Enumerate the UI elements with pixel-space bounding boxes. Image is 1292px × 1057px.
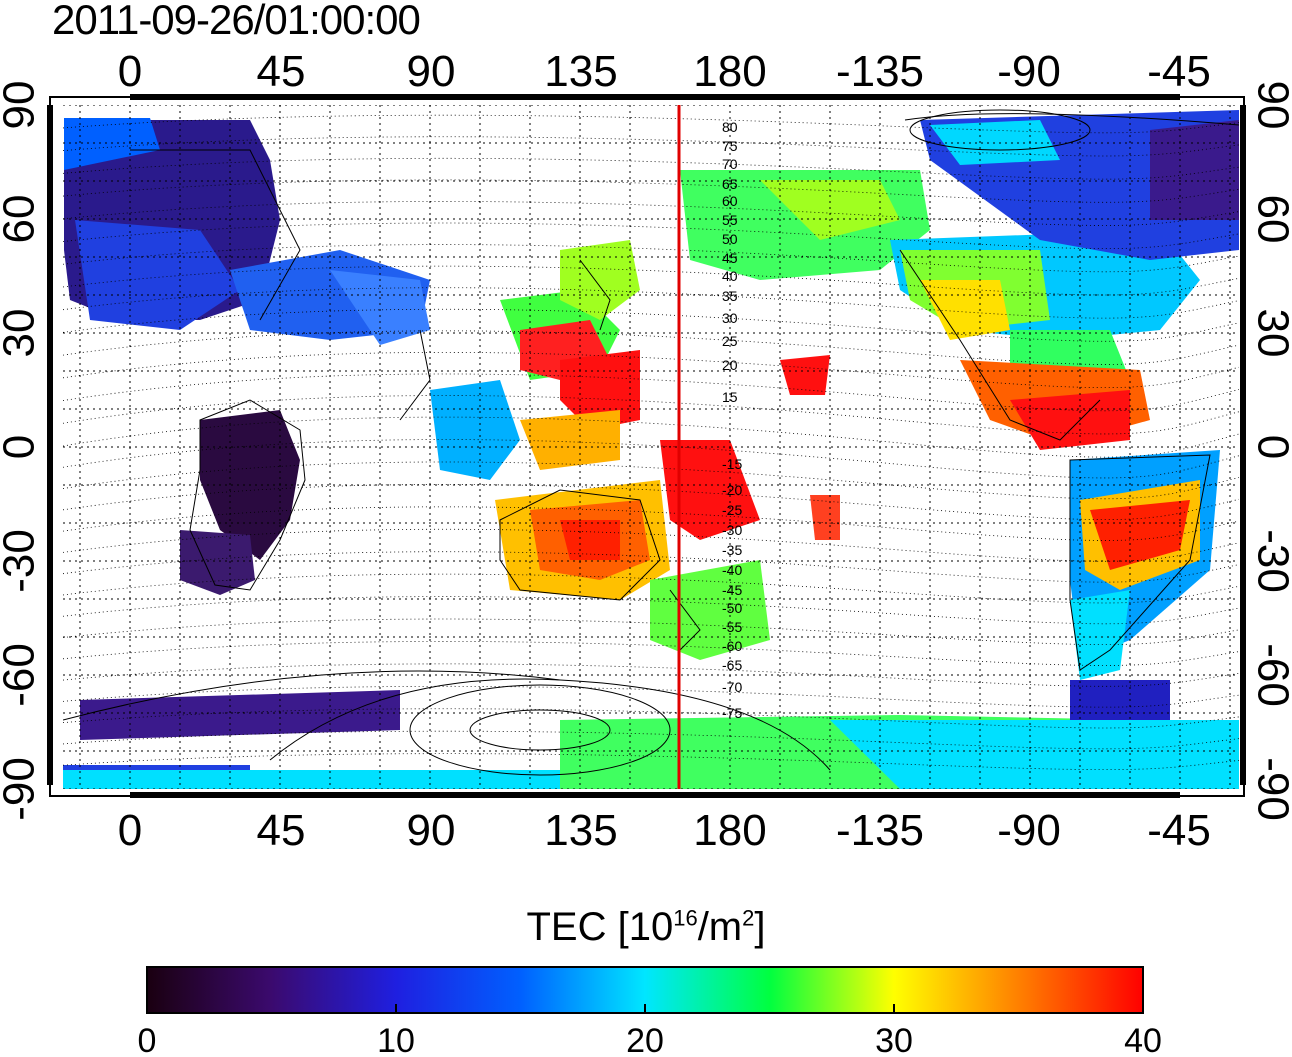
left-tick-label: -60 bbox=[0, 643, 44, 707]
right-tick-label: 90 bbox=[1248, 81, 1292, 130]
left-tick-label: 30 bbox=[0, 309, 44, 358]
bottom-tick-label: 45 bbox=[257, 806, 306, 855]
bottom-tick-label: 135 bbox=[544, 806, 617, 855]
colorbar-tick-label: 30 bbox=[875, 1022, 913, 1057]
contour-label: 55 bbox=[722, 212, 738, 228]
right-tick-bar bbox=[1240, 105, 1246, 785]
colorbar-tick-label: 40 bbox=[1124, 1022, 1162, 1057]
top-longitude-labels: 0 45 90 135 180 -135 -90 -45 bbox=[118, 47, 1211, 96]
contour-label: -60 bbox=[722, 638, 742, 654]
graticule bbox=[63, 105, 1239, 789]
tec-data-layer bbox=[63, 110, 1239, 789]
bottom-tick-label: -90 bbox=[997, 806, 1061, 855]
colorbar-title-exp: 16 bbox=[673, 905, 698, 931]
bottom-tick-label: 180 bbox=[693, 806, 766, 855]
contour-label: -45 bbox=[722, 582, 742, 598]
top-tick-label: 45 bbox=[257, 47, 306, 96]
contour-label: 70 bbox=[722, 156, 738, 172]
contour-label: 20 bbox=[722, 357, 738, 373]
magnetic-latitude-contours bbox=[63, 114, 1239, 771]
colorbar-title-unit: /m bbox=[697, 905, 743, 949]
contour-label: -50 bbox=[722, 600, 742, 616]
left-tick-label: -90 bbox=[0, 757, 44, 821]
top-tick-label: 0 bbox=[118, 47, 142, 96]
contour-label: 50 bbox=[722, 231, 738, 247]
colorbar-title-main: TEC [10 bbox=[526, 905, 674, 949]
bottom-tick-label: -45 bbox=[1147, 806, 1211, 855]
right-tick-label: 0 bbox=[1248, 435, 1292, 459]
contour-label: -70 bbox=[722, 679, 742, 695]
contour-label: 15 bbox=[722, 389, 738, 405]
left-latitude-labels: 90 60 30 0 -30 -60 -90 bbox=[0, 81, 44, 821]
colorbar-title-unit-exp: 2 bbox=[742, 905, 755, 931]
colorbar-gradient bbox=[146, 966, 1144, 1014]
bottom-tick-label: -135 bbox=[836, 806, 924, 855]
bottom-tick-label: 90 bbox=[407, 806, 456, 855]
left-tick-bar bbox=[47, 105, 53, 785]
tec-world-map: 8075706560555045403530252015-15-20-25-30… bbox=[0, 47, 1292, 855]
contour-label: -40 bbox=[722, 562, 742, 578]
contour-label: -20 bbox=[722, 482, 742, 498]
bottom-tick-bar bbox=[130, 792, 1180, 798]
bottom-tick-label: 0 bbox=[118, 806, 142, 855]
right-tick-label: 30 bbox=[1248, 309, 1292, 358]
left-tick-label: 90 bbox=[0, 81, 44, 130]
contour-label: -30 bbox=[722, 522, 742, 538]
top-tick-label: 135 bbox=[544, 47, 617, 96]
colorbar-tick-label: 0 bbox=[138, 1022, 157, 1057]
top-tick-bar bbox=[130, 94, 1180, 100]
contour-label: 45 bbox=[722, 250, 738, 266]
contour-label: -65 bbox=[722, 657, 742, 673]
contour-label: -25 bbox=[722, 502, 742, 518]
colorbar-ticks: 0 10 20 30 40 bbox=[138, 1004, 1162, 1057]
contour-label: 60 bbox=[722, 193, 738, 209]
contour-label: 75 bbox=[722, 138, 738, 154]
top-tick-label: 180 bbox=[693, 47, 766, 96]
top-tick-label: 90 bbox=[407, 47, 456, 96]
colorbar-tick-label: 10 bbox=[377, 1022, 415, 1057]
top-tick-label: -135 bbox=[836, 47, 924, 96]
contour-label: -15 bbox=[722, 456, 742, 472]
bottom-longitude-labels: 0 45 90 135 180 -135 -90 -45 bbox=[118, 806, 1211, 855]
right-latitude-labels: 90 60 30 0 -30 -60 -90 bbox=[1248, 81, 1292, 821]
left-tick-label: 0 bbox=[0, 435, 44, 459]
top-tick-label: -45 bbox=[1147, 47, 1211, 96]
left-tick-label: -30 bbox=[0, 529, 44, 593]
contour-label: -75 bbox=[722, 705, 742, 721]
coastlines bbox=[130, 149, 1211, 671]
contour-label: 35 bbox=[722, 288, 738, 304]
right-tick-label: -30 bbox=[1248, 529, 1292, 593]
contour-label: -35 bbox=[722, 542, 742, 558]
colorbar-title-end: ] bbox=[754, 905, 766, 949]
solid-contours bbox=[63, 109, 1239, 776]
map-timestamp-title: 2011-09-26/01:00:00 bbox=[52, 0, 421, 43]
top-tick-label: -90 bbox=[997, 47, 1061, 96]
contour-label: 25 bbox=[722, 333, 738, 349]
left-tick-label: 60 bbox=[0, 195, 44, 244]
contour-label: -55 bbox=[722, 619, 742, 635]
contour-label: 40 bbox=[722, 268, 738, 284]
colorbar-tick-label: 20 bbox=[626, 1022, 664, 1057]
right-tick-label: -90 bbox=[1248, 757, 1292, 821]
contour-label: 30 bbox=[722, 310, 738, 326]
contour-label: 80 bbox=[722, 119, 738, 135]
right-tick-label: -60 bbox=[1248, 643, 1292, 707]
contour-label: 65 bbox=[722, 176, 738, 192]
right-tick-label: 60 bbox=[1248, 195, 1292, 244]
colorbar-title: TEC [1016/m2] bbox=[0, 905, 1292, 950]
